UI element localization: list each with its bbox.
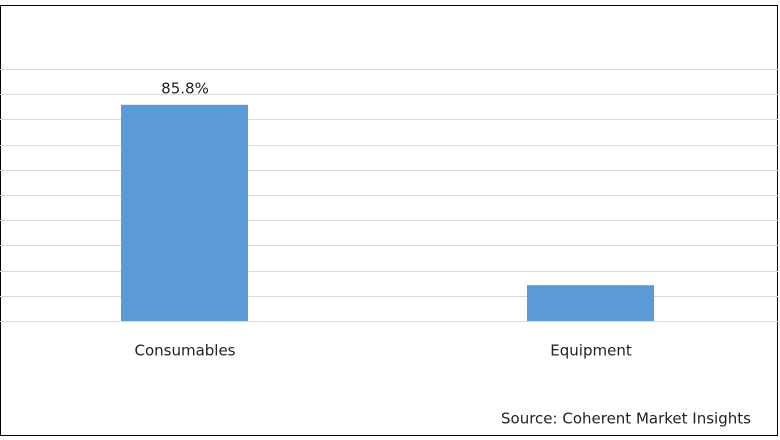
data-label: 85.8% bbox=[161, 79, 209, 97]
source-note: Source: Coherent Market Insights bbox=[501, 410, 751, 428]
bar bbox=[527, 285, 654, 321]
bar bbox=[121, 104, 248, 321]
x-tick-label: Equipment bbox=[550, 342, 632, 360]
x-tick-label: Consumables bbox=[134, 342, 235, 360]
